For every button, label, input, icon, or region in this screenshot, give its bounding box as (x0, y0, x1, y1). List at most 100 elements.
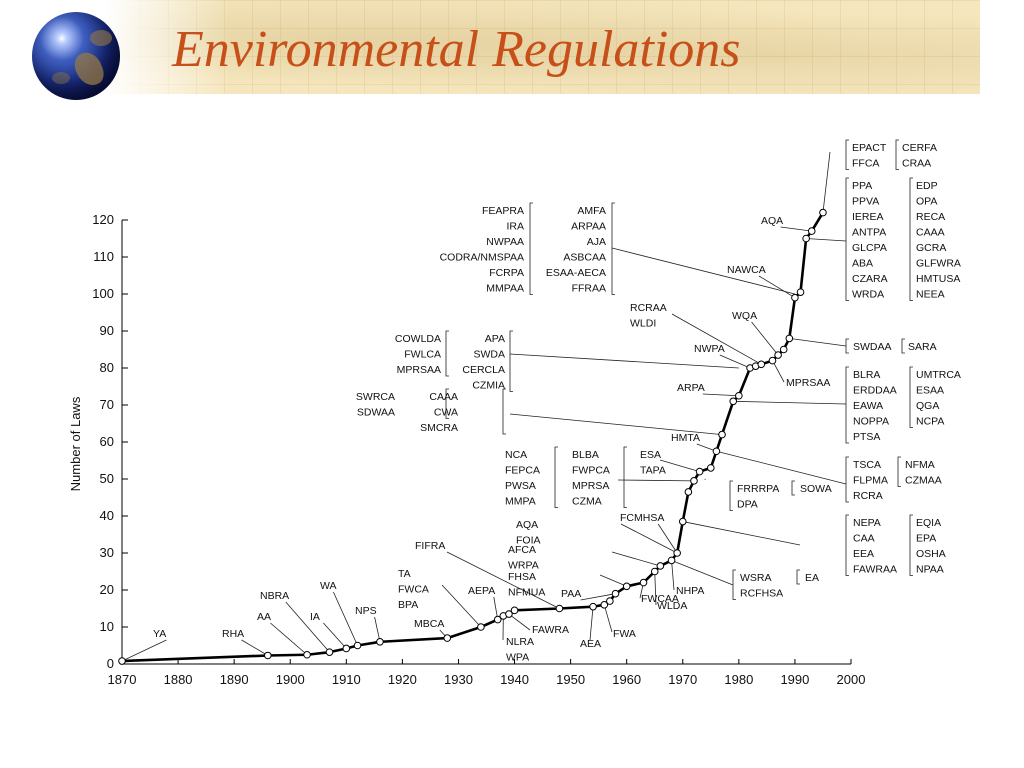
leader-line (599, 574, 627, 587)
annotation-label: FAWRAA (853, 564, 897, 576)
annotation-label: GLFWRA (916, 258, 961, 270)
y-tick-label: 80 (100, 360, 114, 375)
x-tick-label: 1950 (556, 672, 585, 687)
annotation-label: UMTRCA (916, 369, 961, 381)
data-point (768, 356, 777, 365)
annotation-group: FAWRA (508, 613, 569, 636)
annotation-label: CZMIA (472, 380, 505, 392)
annotation-label: NEEA (916, 289, 945, 301)
y-tick-label: 10 (100, 619, 114, 634)
x-tick-label: 1940 (500, 672, 529, 687)
annotation-label: RCRA (853, 490, 883, 502)
annotation-label: EPA (916, 533, 936, 545)
data-point (264, 651, 272, 660)
y-tick-label: 60 (100, 434, 114, 449)
data-point (807, 227, 816, 235)
annotation-label: COWLDA (395, 333, 441, 345)
data-point (785, 334, 794, 343)
leader-line (270, 622, 308, 656)
data-point (477, 623, 485, 631)
annotation-bracket (909, 514, 913, 576)
annotation-group: NEPA CAA EEA FAWRAA EQIA EPA OSHA NPAA (682, 514, 946, 576)
annotation-bracket (445, 388, 449, 419)
annotation-label: FEAPRA (482, 205, 524, 217)
leader-line (285, 601, 330, 653)
annotation-label: NFMA (905, 459, 935, 471)
annotation-group: AQA FOIA (516, 519, 678, 554)
annotation-label: RCFHSA (740, 588, 783, 600)
annotation-group: FEAPRA IRA NWPAA CODRA/NMSPAA FCRPA MMPAA AMFA… (440, 202, 796, 295)
annotation-label: ESAA (916, 385, 944, 397)
annotation-group: AFCA WRPA (508, 544, 661, 572)
data-point (735, 391, 743, 400)
annotation-group: TA FWCA BPA (398, 568, 482, 628)
annotation-label: SOWA (800, 483, 832, 495)
data-point (510, 606, 519, 615)
annotation-label: CERCLA (462, 364, 505, 376)
annotation-label: FLPMA (853, 475, 888, 487)
annotation-group: NHPA (671, 560, 704, 597)
annotation-bracket (845, 366, 849, 444)
annotation-label: CAA (853, 533, 875, 545)
point-label: NPS (355, 605, 377, 617)
annotation-label: FFCA (852, 158, 879, 170)
annotation-bracket (445, 330, 449, 377)
point-label: AEPA (468, 585, 495, 597)
x-tick-label: 1870 (108, 672, 137, 687)
annotation-bracket (845, 456, 849, 503)
y-axis-label: Number of Laws (68, 396, 83, 491)
point-label: MBCA (414, 618, 444, 630)
chart-annotations: YA RHA AA NBRA IA WA NPS MBCA AEPA FIFRA PAA FCMHSA… (121, 139, 961, 664)
point-label: FIFRA (415, 540, 445, 552)
annotation-label: PWSA (505, 480, 536, 492)
leader-line (509, 353, 739, 369)
annotation-bracket (897, 456, 901, 487)
data-point (325, 648, 334, 656)
data-point (673, 549, 681, 557)
chart-axes: 1870 1880 1890 1900 1910 1920 1930 1940 1950 1960… (92, 212, 865, 687)
annotation-label: FWCAA (641, 593, 679, 605)
x-tick-label: 1970 (668, 672, 697, 687)
x-tick-label: 2000 (837, 672, 866, 687)
annotation-bracket (732, 569, 736, 600)
annotation-label: ERDDAA (853, 385, 897, 397)
leader-line (716, 450, 847, 485)
annotation-group: RCRAA WLDI (630, 302, 762, 365)
annotation-label: ABA (852, 258, 873, 270)
annotation-label: AQA (516, 519, 538, 531)
leader-line (682, 521, 801, 546)
annotation-label: CODRA/NMSPAA (440, 252, 524, 264)
annotation-label: FOIA (516, 535, 541, 547)
y-tick-label: 20 (100, 582, 114, 597)
leader-line (241, 639, 269, 656)
data-point (774, 351, 782, 359)
data-point (650, 567, 659, 576)
leader-line (758, 275, 796, 299)
y-tick-label: 40 (100, 508, 114, 523)
x-tick-label: 1890 (220, 672, 249, 687)
data-point (667, 556, 676, 565)
annotation-label: CRAA (902, 158, 931, 170)
annotation-label: MMPAA (486, 283, 524, 295)
x-tick-label: 1910 (332, 672, 361, 687)
annotation-label: TSCA (853, 459, 881, 471)
annotation-label: EA (805, 572, 819, 584)
annotation-group: NLRA WPA (502, 615, 534, 664)
y-tick-label: 110 (93, 249, 114, 264)
annotation-bracket (909, 177, 913, 301)
annotation-label: TAPA (640, 465, 666, 477)
annotation-bracket (502, 388, 506, 435)
annotation-label: CERFA (902, 142, 937, 154)
leader-line (333, 591, 358, 646)
point-label: WA (320, 580, 337, 592)
annotation-label: CAAA (429, 391, 458, 403)
annotation-label: FRRRPA (737, 483, 779, 495)
annotation-label: NWPAA (486, 236, 524, 248)
x-tick-label: 1880 (164, 672, 193, 687)
annotation-bracket (529, 202, 533, 295)
leader-line (657, 523, 678, 554)
annotation-label: WPA (506, 652, 529, 664)
annotation-label: FEPCA (505, 465, 540, 477)
annotation-label: EAWA (853, 400, 883, 412)
